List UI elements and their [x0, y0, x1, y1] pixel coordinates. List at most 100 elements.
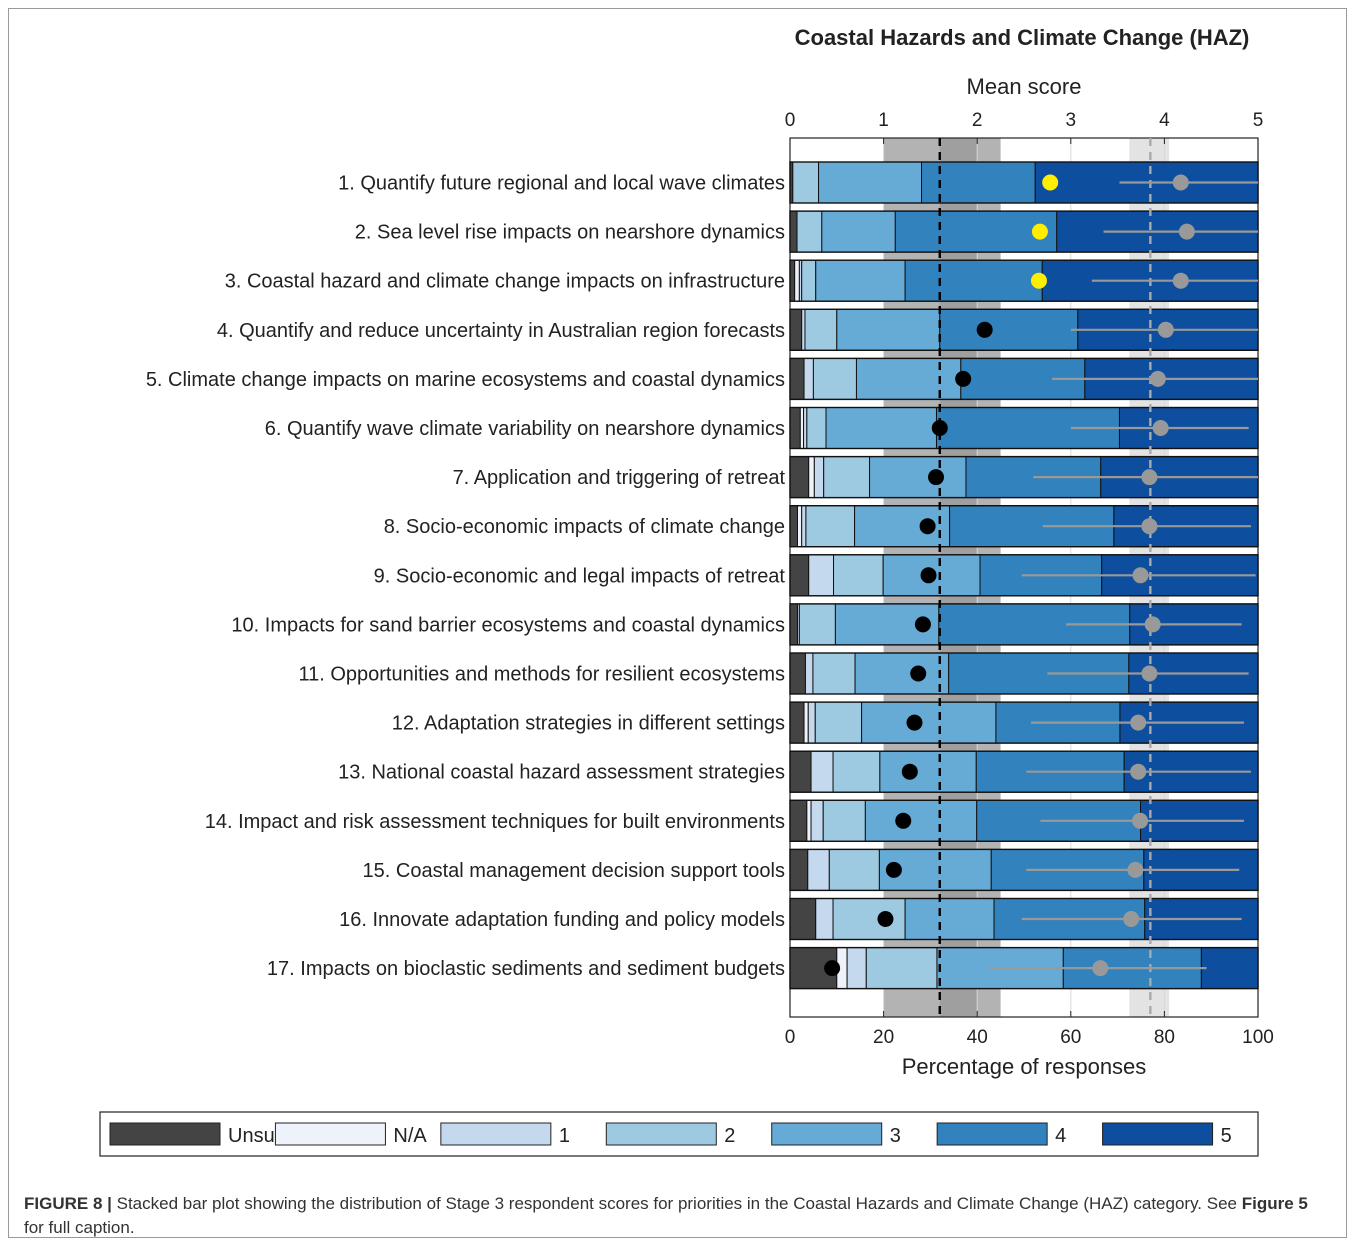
- category-label: 16. Innovate adaptation funding and poli…: [339, 909, 785, 931]
- bar-segment: [807, 701, 816, 744]
- bar-segment: [801, 505, 807, 548]
- figure-caption: FIGURE 8 | Stacked bar plot showing the …: [24, 1192, 1329, 1240]
- legend-swatch: [936, 1122, 1048, 1146]
- bottom-tick-label: 60: [1060, 1027, 1081, 1048]
- bottom-tick-label: 0: [785, 1027, 796, 1048]
- bar-segment: [789, 554, 810, 597]
- bar-segment: [796, 505, 803, 548]
- mean-percent-marker: [1172, 174, 1189, 191]
- bar-segment: [789, 407, 801, 449]
- bar-segment: [864, 799, 978, 842]
- mean-percent-marker: [1132, 567, 1149, 584]
- bar-segment: [810, 750, 834, 793]
- mean-score-marker: [920, 567, 937, 584]
- mean-percent-marker: [1152, 420, 1169, 436]
- bar-segment: [861, 701, 997, 744]
- mean-percent-marker: [1141, 469, 1158, 486]
- category-label: 4. Quantify and reduce uncertainty in Au…: [217, 320, 785, 342]
- category-label: 13. National coastal hazard assessment s…: [338, 762, 785, 784]
- bar-outline: [789, 652, 1259, 695]
- caption-figure-ref[interactable]: Figure 5: [1241, 1194, 1308, 1213]
- bar-segment: [814, 701, 863, 744]
- bar-segment: [808, 456, 815, 499]
- bar-segment: [804, 308, 838, 351]
- bottom-tick-label: 100: [1242, 1027, 1274, 1048]
- bar-segment: [821, 210, 896, 253]
- mean-score-marker: [1042, 174, 1059, 191]
- bar-segment: [789, 210, 798, 253]
- bar-segment: [789, 357, 805, 400]
- caption-label: FIGURE 8 |: [24, 1194, 112, 1213]
- legend-swatch: [274, 1122, 386, 1146]
- bar-segment: [789, 799, 808, 842]
- bar-segment: [836, 308, 941, 351]
- bar-segment: [833, 554, 884, 597]
- category-label: 11. Opportunities and methods for resili…: [298, 664, 785, 686]
- top-axis-label: Mean score: [967, 74, 1082, 99]
- bottom-tick-label: 80: [1154, 1027, 1175, 1048]
- bar-outline: [789, 799, 1259, 842]
- mean-score-marker: [976, 321, 993, 338]
- mean-score-marker: [910, 665, 927, 682]
- mean-percent-marker: [1178, 223, 1195, 240]
- mean-score-marker: [928, 469, 945, 486]
- bar-outline: [789, 701, 1259, 744]
- bar-segment: [812, 357, 857, 400]
- bar-segment: [789, 456, 810, 499]
- top-tick-label: 2: [972, 110, 983, 131]
- bar-segment: [810, 799, 824, 842]
- mean-percent-marker: [1141, 665, 1158, 682]
- bar-outline: [789, 750, 1259, 793]
- mean-percent-marker: [1130, 714, 1147, 731]
- bar-segment: [846, 947, 867, 990]
- bar-segment: [789, 848, 809, 891]
- legend-swatch: [109, 1122, 221, 1146]
- category-label: 3. Coastal hazard and climate change imp…: [225, 271, 785, 293]
- category-label: 2. Sea level rise impacts on nearshore d…: [355, 222, 785, 244]
- legend-label: 4: [1055, 1125, 1066, 1147]
- bar-outline: [789, 946, 1259, 990]
- bottom-tick-label: 20: [873, 1027, 894, 1048]
- legend-swatch: [1102, 1122, 1214, 1146]
- category-label: 6. Quantify wave climate variability on …: [265, 418, 785, 440]
- legend-swatch: [440, 1122, 552, 1146]
- bar-segment: [807, 848, 830, 891]
- mean-percent-marker: [1172, 272, 1189, 289]
- bar-segment: [832, 898, 906, 940]
- bar-segment: [812, 652, 856, 695]
- mean-score-marker: [1030, 272, 1047, 289]
- top-tick-label: 3: [1066, 110, 1077, 131]
- legend-swatch: [605, 1122, 717, 1146]
- bar-segment: [823, 456, 871, 499]
- mean-score-marker: [877, 911, 894, 927]
- bar-segment: [792, 161, 820, 204]
- bar-segment: [789, 505, 798, 548]
- bottom-tick-label: 40: [967, 1027, 988, 1048]
- bar-segment: [801, 259, 817, 302]
- bar-segment: [825, 407, 937, 449]
- bar-segment: [855, 357, 962, 400]
- bar-segment: [854, 505, 951, 548]
- stacked-bar-chart: Coastal Hazards and Climate Change (HAZ)…: [99, 25, 1274, 1157]
- bar-segment: [806, 407, 827, 449]
- category-label: 5. Climate change impacts on marine ecos…: [146, 369, 785, 391]
- bar-segment: [1200, 947, 1259, 990]
- mean-score-marker: [895, 812, 912, 829]
- category-label: 8. Socio-economic impacts of climate cha…: [384, 516, 785, 538]
- bar-segment: [865, 947, 938, 990]
- mean-score-marker: [914, 616, 931, 633]
- bar-segment: [789, 750, 812, 793]
- bar-segment: [798, 603, 836, 646]
- bar-segment: [789, 701, 805, 744]
- mean-percent-marker: [1144, 616, 1161, 633]
- bar-segment: [796, 210, 823, 253]
- bar-segment: [832, 750, 881, 793]
- caption-text: Stacked bar plot showing the distributio…: [111, 1194, 1242, 1213]
- legend-label: 3: [890, 1125, 901, 1147]
- bar-segment: [894, 210, 1058, 253]
- bar-outline: [789, 848, 1259, 892]
- bar-segment: [904, 259, 1043, 302]
- legend-label: 1: [559, 1125, 570, 1147]
- legend-label: 2: [724, 1125, 735, 1147]
- bar-segment: [806, 799, 812, 842]
